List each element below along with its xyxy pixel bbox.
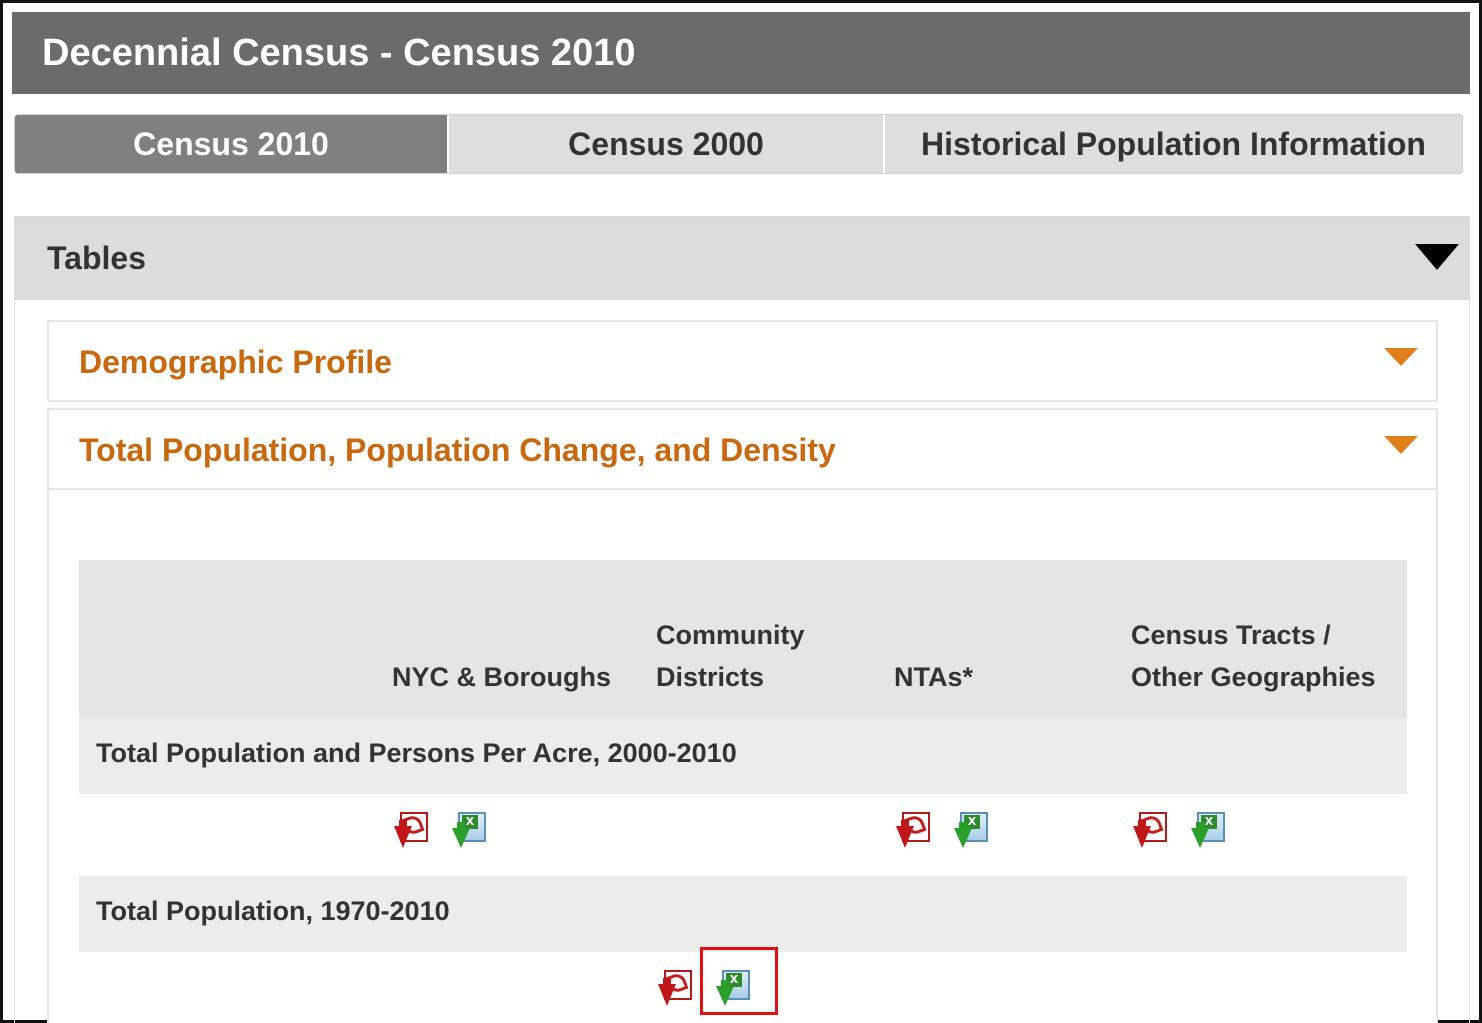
excel-download-icon[interactable]: X <box>450 810 488 852</box>
excel-download-icon[interactable]: X <box>714 968 752 1010</box>
accordion-header-demographic-profile[interactable]: Demographic Profile <box>49 322 1436 402</box>
download-group-nyc-boroughs: X <box>392 810 488 852</box>
page-title: Decennial Census - Census 2010 <box>12 12 1470 94</box>
caret-down-icon[interactable] <box>1384 348 1418 366</box>
column-header-nyc-boroughs: NYC & Boroughs <box>392 662 611 692</box>
tab-historical-population[interactable]: Historical Population Information <box>921 125 1426 162</box>
pdf-download-icon[interactable] <box>392 810 430 852</box>
caret-down-icon[interactable] <box>1384 436 1418 454</box>
column-header-ntas: NTAs* <box>894 662 974 692</box>
table-row-downloads: X <box>79 952 1407 1023</box>
row-label: Total Population, 1970-2010 <box>96 896 450 926</box>
pdf-download-icon[interactable] <box>1131 810 1169 852</box>
accordion-title: Total Population, Population Change, and… <box>79 432 836 468</box>
highlight-box <box>700 947 778 1015</box>
census-tabs: Census 2010 Census 2000 Historical Popul… <box>14 114 1463 174</box>
excel-download-icon[interactable]: X <box>1189 810 1227 852</box>
caret-down-icon[interactable] <box>1415 244 1459 270</box>
pdf-download-icon[interactable] <box>656 968 694 1010</box>
tab-census-2000[interactable]: Census 2000 <box>449 115 885 173</box>
tables-panel: Tables Demographic Profile Total Populat… <box>14 216 1470 1023</box>
download-group-ntas: X <box>894 810 990 852</box>
column-header-census-tracts: Census Tracts / Other Geographies <box>1131 620 1376 692</box>
downloads-table: NYC & Boroughs Community Districts NTAs*… <box>79 560 1407 1023</box>
accordion-total-population: Total Population, Population Change, and… <box>47 408 1438 1023</box>
table-row-downloads: X X X <box>79 794 1407 876</box>
excel-download-icon[interactable]: X <box>952 810 990 852</box>
download-group-census-tracts: X <box>1131 810 1227 852</box>
table-header: NYC & Boroughs Community Districts NTAs*… <box>79 560 1407 718</box>
download-group-community-districts: X <box>656 968 752 1010</box>
pdf-download-icon[interactable] <box>894 810 932 852</box>
tables-header[interactable]: Tables <box>15 218 1469 300</box>
accordion-title: Demographic Profile <box>79 344 392 380</box>
row-label: Total Population and Persons Per Acre, 2… <box>96 738 737 768</box>
tab-census-2010[interactable]: Census 2010 <box>15 115 449 173</box>
tables-title: Tables <box>47 240 146 276</box>
accordion-header-total-population[interactable]: Total Population, Population Change, and… <box>49 410 1436 490</box>
column-header-community-districts: Community Districts <box>656 620 805 692</box>
table-row: Total Population, 1970-2010 <box>79 876 1407 952</box>
accordion-demographic-profile: Demographic Profile <box>47 320 1438 402</box>
table-row: Total Population and Persons Per Acre, 2… <box>79 718 1407 794</box>
